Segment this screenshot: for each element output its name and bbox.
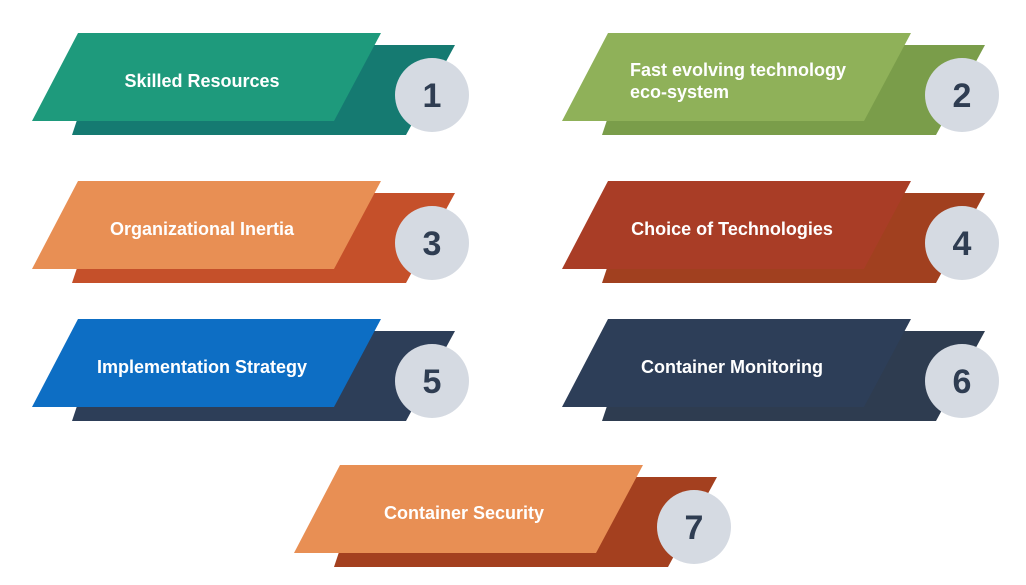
challenge-item-6: Container Monitoring 6 bbox=[562, 319, 999, 421]
challenge-item-4: Choice of Technologies 4 bbox=[562, 181, 999, 283]
item-number: 6 bbox=[953, 363, 972, 401]
front-banner bbox=[562, 33, 911, 121]
challenge-item-5: Implementation Strategy 5 bbox=[32, 319, 469, 421]
item-number: 7 bbox=[685, 509, 704, 547]
item-label: Fast evolving technology bbox=[630, 60, 846, 80]
number-circle bbox=[925, 58, 999, 132]
number-circle bbox=[395, 58, 469, 132]
item-number: 3 bbox=[423, 225, 442, 263]
front-banner bbox=[32, 33, 381, 121]
number-circle bbox=[657, 490, 731, 564]
item-label: Container Security bbox=[384, 503, 544, 523]
item-label: Implementation Strategy bbox=[97, 357, 307, 377]
item-number: 1 bbox=[423, 77, 442, 115]
item-label: eco-system bbox=[630, 82, 729, 102]
number-circle bbox=[395, 344, 469, 418]
item-label: Skilled Resources bbox=[124, 71, 279, 91]
number-circle bbox=[395, 206, 469, 280]
item-number: 2 bbox=[953, 77, 972, 115]
item-label: Choice of Technologies bbox=[631, 219, 833, 239]
front-banner bbox=[562, 181, 911, 269]
item-label: Organizational Inertia bbox=[110, 219, 295, 239]
front-banner bbox=[294, 465, 643, 553]
challenge-item-1: Skilled Resources 1 bbox=[32, 33, 469, 135]
front-banner bbox=[562, 319, 911, 407]
item-label: Container Monitoring bbox=[641, 357, 823, 377]
front-banner bbox=[32, 181, 381, 269]
number-circle bbox=[925, 206, 999, 280]
challenge-item-7: Container Security 7 bbox=[294, 465, 731, 567]
item-number: 5 bbox=[423, 363, 442, 401]
front-banner bbox=[32, 319, 381, 407]
challenge-item-3: Organizational Inertia 3 bbox=[32, 181, 469, 283]
number-circle bbox=[925, 344, 999, 418]
item-number: 4 bbox=[953, 225, 972, 263]
